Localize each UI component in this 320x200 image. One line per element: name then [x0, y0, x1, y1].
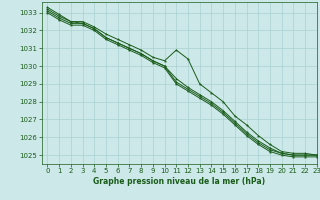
X-axis label: Graphe pression niveau de la mer (hPa): Graphe pression niveau de la mer (hPa): [93, 177, 265, 186]
